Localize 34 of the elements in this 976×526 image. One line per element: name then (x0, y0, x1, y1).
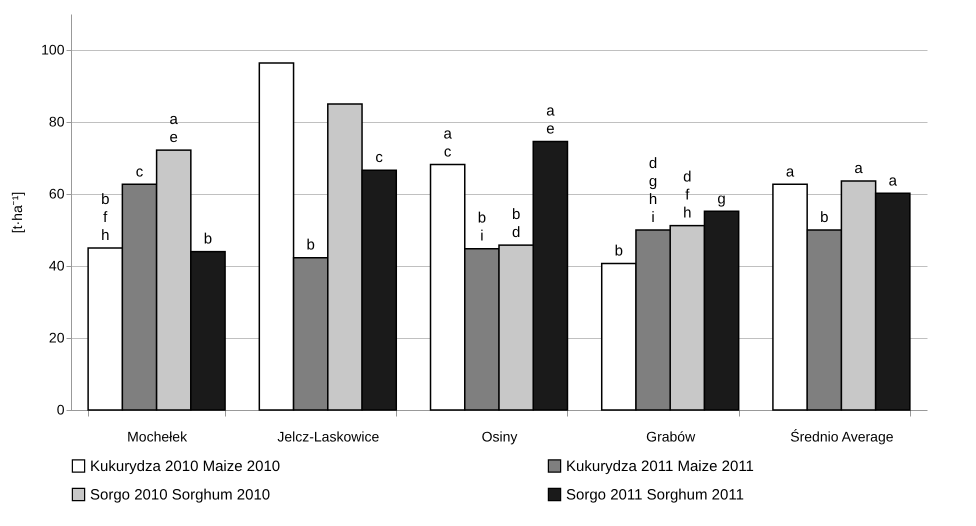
data-label: b i (478, 210, 486, 245)
x-tick-label: Jelcz-Laskowice (277, 428, 380, 444)
x-tick-label: Mochełek (127, 428, 188, 444)
x-tick-label: Średnio Average (790, 428, 894, 444)
y-tick-label: 80 (48, 114, 65, 130)
data-label: g (717, 190, 726, 208)
y-tick-label: 40 (48, 258, 65, 274)
data-label: b d (512, 206, 520, 242)
y-tick-label: 0 (56, 402, 65, 418)
legend-label: Kukurydza 2010 Maize 2010 (90, 458, 280, 475)
data-label: d g h i (648, 155, 658, 226)
data-label: a (854, 160, 864, 178)
y-tick-label: 20 (48, 330, 65, 346)
data-label: a (888, 172, 898, 190)
y-tick-label: 60 (48, 186, 65, 202)
data-label: b f h (101, 191, 110, 244)
legend-label: Kukurydza 2011 Maize 2011 (566, 458, 754, 475)
data-label: b (614, 242, 624, 260)
data-label: a e (170, 111, 179, 146)
legend-label: Sorgo 2010 Sorghum 2010 (90, 486, 270, 504)
data-label: a c (443, 125, 452, 160)
data-label: c (136, 163, 144, 180)
x-tick-label: Grabów (646, 428, 696, 444)
data-label: d f h (683, 168, 692, 222)
data-label: b (306, 236, 315, 254)
data-label: a (786, 163, 795, 180)
data-label: b (820, 209, 828, 226)
data-label: a e (546, 102, 556, 138)
y-axis-title: [t·ha⁻¹] (9, 192, 26, 234)
data-label: b (204, 230, 212, 248)
y-tick-label: 100 (41, 42, 65, 58)
x-tick-label: Osiny (482, 428, 518, 444)
data-label: c (375, 149, 384, 166)
legend-label: Sorgo 2011 Sorghum 2011 (566, 486, 744, 504)
